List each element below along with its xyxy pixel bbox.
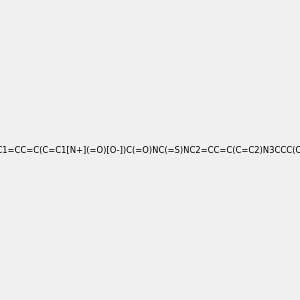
Text: CCOC1=CC=C(C=C1[N+](=O)[O-])C(=O)NC(=S)NC2=CC=C(C=C2)N3CCC(CC3)C: CCOC1=CC=C(C=C1[N+](=O)[O-])C(=O)NC(=S)N… bbox=[0, 146, 300, 154]
